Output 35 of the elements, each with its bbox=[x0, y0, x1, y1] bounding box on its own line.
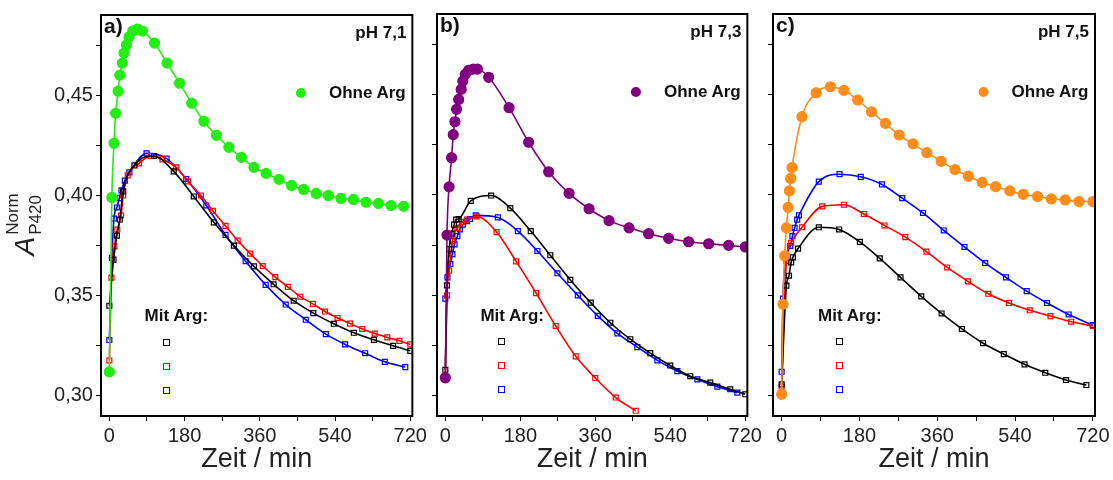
x-tick-label: 540 bbox=[998, 423, 1032, 446]
x-tick-label: 360 bbox=[243, 423, 277, 446]
y-tick-label: 0,30 bbox=[54, 383, 93, 406]
x-tick-label: 720 bbox=[1076, 423, 1110, 446]
annotation: pH 7,1 bbox=[355, 23, 407, 43]
x-tick-label: 360 bbox=[578, 423, 612, 446]
annotation: Mit Arg: bbox=[818, 305, 882, 325]
annotation: Mit Arg: bbox=[480, 305, 545, 325]
x-tick-label: 0 bbox=[103, 423, 115, 446]
x-tick-label: 540 bbox=[653, 423, 687, 446]
x-tick-label: 180 bbox=[842, 423, 877, 446]
x-tick-label: 720 bbox=[728, 423, 762, 446]
annotation: pH 7,5 bbox=[1037, 22, 1089, 42]
x-tick-label: 540 bbox=[318, 423, 352, 446]
x-tick-label: 720 bbox=[393, 423, 427, 446]
legend-label: Ohne Arg bbox=[328, 82, 406, 102]
x-tick-label: 180 bbox=[503, 423, 537, 446]
x-tick-label: 0 bbox=[776, 423, 788, 446]
annotation: pH 7,3 bbox=[690, 22, 742, 42]
legend-label: Ohne Arg bbox=[1011, 81, 1089, 101]
annotation: Mit Arg: bbox=[144, 305, 209, 325]
x-axis-title: Zeit / min bbox=[201, 443, 313, 474]
y-tick-label: 0,40 bbox=[54, 182, 93, 205]
annotation: c) bbox=[776, 13, 795, 37]
x-tick-label: 0 bbox=[439, 423, 451, 446]
y-tick-label: 0,45 bbox=[54, 82, 93, 105]
y-tick-label: 0,35 bbox=[54, 283, 93, 306]
annotation: b) bbox=[440, 13, 460, 37]
annotation: a) bbox=[104, 14, 123, 38]
legend-label: Ohne Arg bbox=[663, 81, 741, 101]
x-axis-title: Zeit / min bbox=[536, 443, 648, 474]
y-axis-title: ANormP420 bbox=[3, 193, 45, 258]
x-tick-label: 360 bbox=[920, 423, 954, 446]
x-axis-title: Zeit / min bbox=[878, 443, 990, 474]
x-tick-label: 180 bbox=[167, 423, 202, 446]
